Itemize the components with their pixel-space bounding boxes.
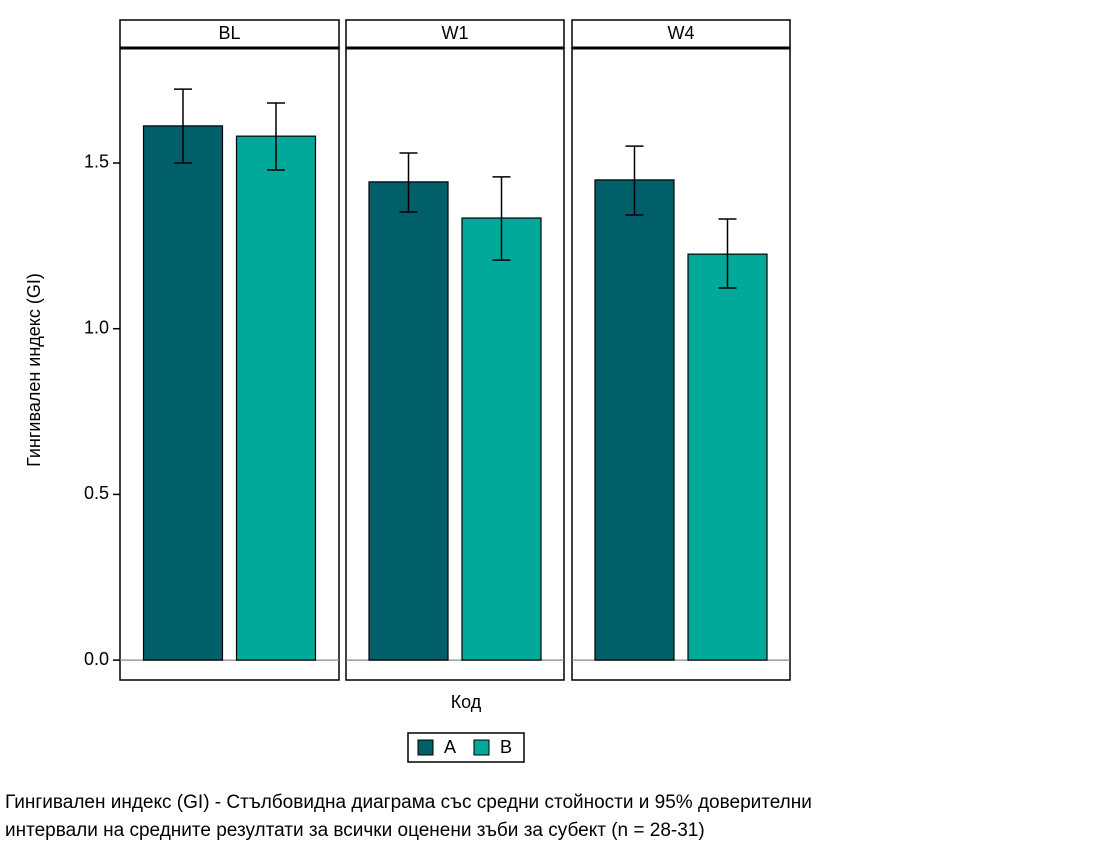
bar [235, 135, 317, 661]
bar [142, 125, 224, 661]
legend-key [417, 739, 434, 756]
caption: Гингивален индекс (GI) - Стълбовидна диа… [5, 792, 812, 813]
bar [594, 179, 675, 661]
facet-label: BL [218, 23, 240, 43]
caption: интервали на средните резултати за всичк… [5, 820, 705, 841]
strip [571, 19, 791, 49]
facet-label: W1 [442, 23, 469, 43]
y-tick-label: 1.0 [84, 317, 109, 337]
legend-label: A [444, 737, 456, 757]
y-tick-label: 1.5 [84, 152, 109, 172]
y-axis-label: Гингивален индекс (GI) [24, 273, 44, 467]
facet-label: W4 [668, 23, 695, 43]
y-tick-label: 0.5 [84, 483, 109, 503]
legend-label: B [500, 737, 512, 757]
legend-key [473, 739, 490, 756]
bar [461, 217, 542, 661]
x-axis-label: Код [451, 692, 482, 712]
strip [119, 19, 340, 49]
y-tick-label: 0.0 [84, 649, 109, 669]
bar [368, 181, 449, 661]
bar [687, 253, 768, 661]
